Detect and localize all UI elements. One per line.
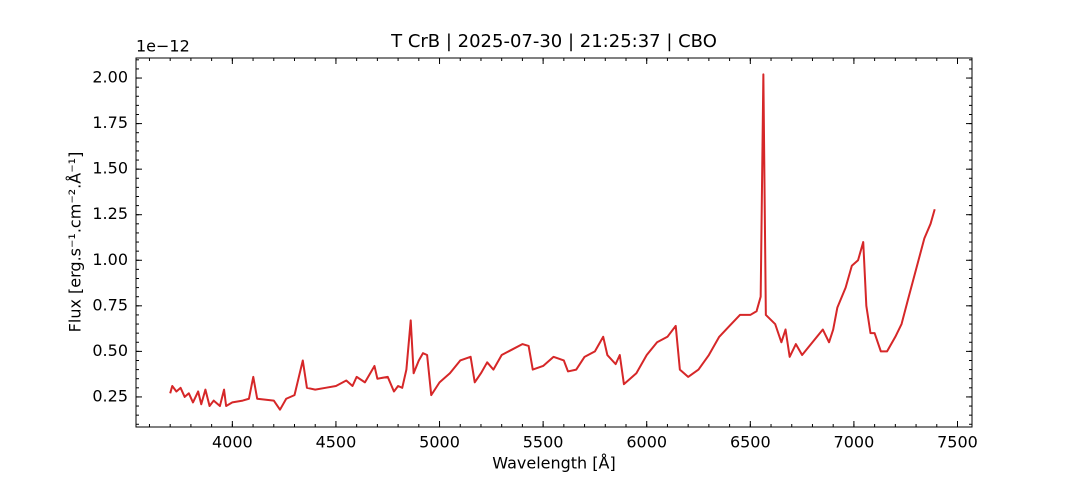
chart-title: T CrB | 2025-07-30 | 21:25:37 | CBO xyxy=(390,31,717,52)
plot-frame xyxy=(135,57,973,428)
x-tick-label: 4500 xyxy=(316,433,357,452)
x-tick-label: 6500 xyxy=(730,433,771,452)
x-tick-label: 4000 xyxy=(212,433,253,452)
y-tick-label: 1.25 xyxy=(92,204,128,223)
x-tick-label: 7500 xyxy=(937,433,978,452)
y-tick-label: 0.50 xyxy=(92,341,128,360)
y-axis-label: Flux [erg.s⁻¹.cm⁻².Å⁻¹] xyxy=(66,152,85,333)
y-tick-label: 1.00 xyxy=(92,250,128,269)
x-axis-label: Wavelength [Å] xyxy=(492,454,615,473)
x-tick-label: 5000 xyxy=(419,433,460,452)
x-tick-label: 6000 xyxy=(626,433,667,452)
x-tick-label: 5500 xyxy=(523,433,564,452)
spectrum-line xyxy=(169,73,936,411)
y-offset-text: 1e−12 xyxy=(136,37,190,56)
y-tick-label: 1.75 xyxy=(92,113,128,132)
y-tick-label: 0.25 xyxy=(92,386,128,405)
y-tick-label: 0.75 xyxy=(92,295,128,314)
y-tick-label: 2.00 xyxy=(92,68,128,87)
y-tick-label: 1.50 xyxy=(92,159,128,178)
x-tick-label: 7000 xyxy=(834,433,875,452)
